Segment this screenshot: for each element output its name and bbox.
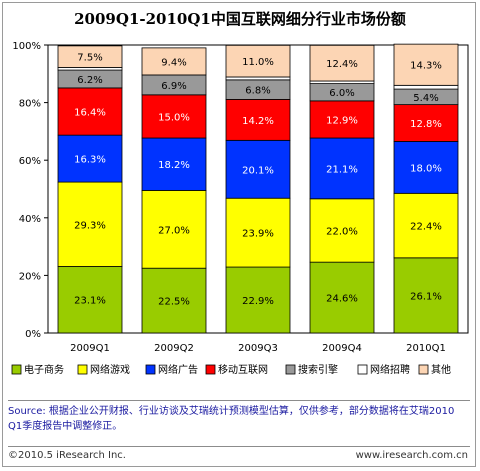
data-label: 22.5% xyxy=(158,297,190,308)
data-label: 18.2% xyxy=(158,160,190,171)
data-label: 6.8% xyxy=(245,86,270,97)
bar-segment xyxy=(57,87,123,136)
data-label: 22.0% xyxy=(326,226,358,237)
source-note: Source: 根据企业公开财报、行业访谈及艾瑞统计预测模型估算，仅供参考，部分… xyxy=(8,406,455,432)
data-label: 7.5% xyxy=(77,53,102,64)
bar-segment xyxy=(141,94,207,139)
legend-swatch xyxy=(418,364,429,375)
x-tick-label: 2010Q1 xyxy=(406,343,446,354)
data-label: 12.9% xyxy=(326,115,358,126)
bar-segment xyxy=(309,44,375,82)
bar-segment xyxy=(309,261,375,334)
data-label: 29.3% xyxy=(74,220,106,231)
data-label: 6.0% xyxy=(329,88,354,99)
legend-label: 搜索引擎 xyxy=(298,363,338,376)
data-label: 11.0% xyxy=(242,57,274,68)
bar-segment xyxy=(141,190,207,269)
y-tick-label: 0% xyxy=(25,329,41,340)
y-tick-label: 80% xyxy=(19,99,41,110)
x-tick-label: 2009Q3 xyxy=(238,343,278,354)
copyright: ©2010.5 iResearch Inc. xyxy=(8,450,126,461)
x-tick-label: 2009Q4 xyxy=(322,343,362,354)
footer-divider xyxy=(8,446,470,447)
data-label: 21.1% xyxy=(326,164,358,175)
legend-label: 网络招聘 xyxy=(370,363,410,376)
bar-segment xyxy=(141,267,207,334)
stacked-bar-chart: 0% 20% 40% 60% 80% 100% 23.1% 29.3% 16.3% 16.4% 6.… xyxy=(11,41,469,376)
legend-swatch xyxy=(11,364,22,375)
data-label: 20.1% xyxy=(242,165,274,176)
y-tick-label: 40% xyxy=(19,214,41,225)
data-label: 5.4% xyxy=(413,93,438,104)
legend-swatch xyxy=(145,364,156,375)
data-label: 18.0% xyxy=(410,163,442,174)
data-label: 16.4% xyxy=(74,108,106,119)
bar-segment xyxy=(225,44,291,78)
chart-title: 2009Q1-2010Q1中国互联网细分行业市场份额 xyxy=(74,10,406,28)
data-label: 9.4% xyxy=(161,57,186,68)
bar-segment xyxy=(393,192,459,259)
data-label: 12.4% xyxy=(326,59,358,70)
x-tick-label: 2009Q2 xyxy=(154,343,194,354)
y-tick-label: 20% xyxy=(19,271,41,282)
legend-label: 网络广告 xyxy=(158,363,198,376)
bar-segment xyxy=(57,45,123,68)
data-label: 24.6% xyxy=(326,294,358,305)
bar-segment xyxy=(309,100,375,139)
bar-segment xyxy=(225,266,291,334)
bar-segment xyxy=(393,43,459,86)
legend-swatch xyxy=(77,364,88,375)
legend-label: 电子商务 xyxy=(24,363,64,376)
bar-segment xyxy=(393,141,459,194)
data-label: 23.1% xyxy=(74,296,106,307)
legend-swatch xyxy=(357,364,368,375)
legend-swatch xyxy=(205,364,216,375)
bar-segment xyxy=(309,198,375,263)
legend-label: 其他 xyxy=(431,363,451,376)
data-label: 6.9% xyxy=(161,81,186,92)
bar-segment xyxy=(393,84,459,90)
bar-segment xyxy=(141,47,207,76)
bar-segment xyxy=(141,137,207,191)
y-tick-label: 60% xyxy=(19,156,41,167)
data-label: 22.4% xyxy=(410,222,442,233)
bar-segment xyxy=(225,197,291,268)
bar-segment xyxy=(225,139,291,199)
data-label: 14.2% xyxy=(242,116,274,127)
data-label: 16.3% xyxy=(74,155,106,166)
bar-segment xyxy=(225,76,291,81)
data-label: 12.8% xyxy=(410,119,442,130)
legend-label: 移动互联网 xyxy=(218,363,268,376)
bar-segment xyxy=(393,257,459,334)
source-divider xyxy=(8,400,470,401)
bar-segment xyxy=(225,99,291,141)
data-label: 22.9% xyxy=(242,296,274,307)
legend-swatch xyxy=(285,364,296,375)
x-tick-label: 2009Q1 xyxy=(70,343,110,354)
data-label: 6.2% xyxy=(77,75,102,86)
data-label: 27.0% xyxy=(158,225,190,236)
legend-label: 网络游戏 xyxy=(90,363,130,376)
data-label: 26.1% xyxy=(410,291,442,302)
website: www.iresearch.com.cn xyxy=(355,450,468,461)
data-label: 14.3% xyxy=(410,61,442,72)
y-tick-label: 100% xyxy=(12,41,41,52)
data-label: 23.9% xyxy=(242,229,274,240)
data-label: 15.0% xyxy=(158,112,190,123)
